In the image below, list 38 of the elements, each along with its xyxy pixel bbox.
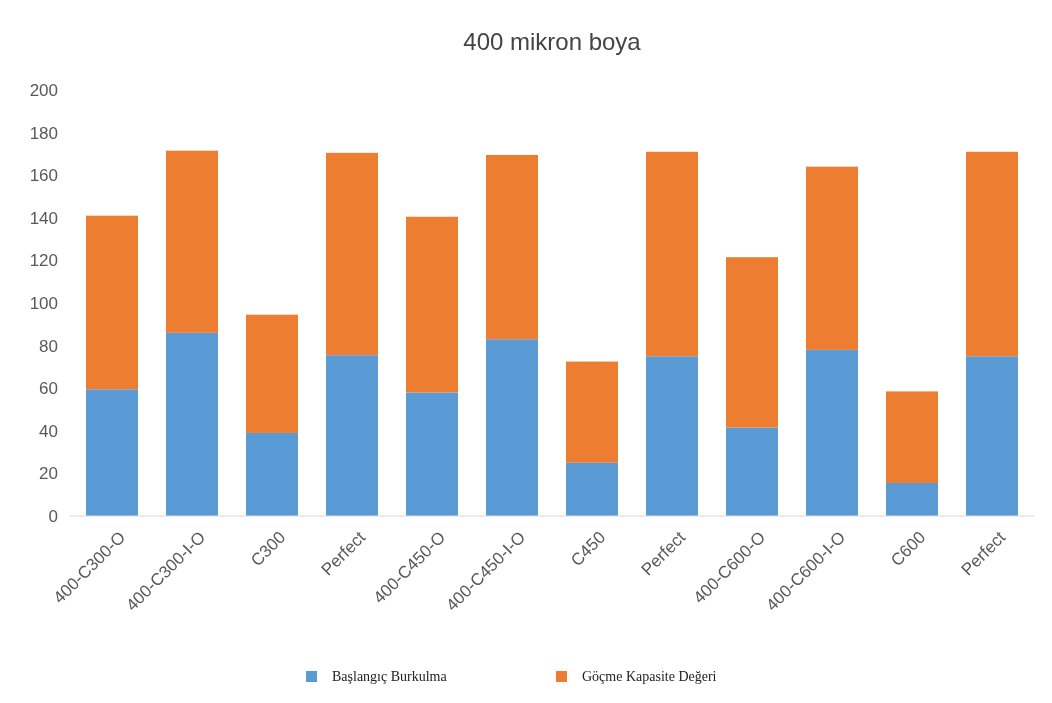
y-tick-label: 0 — [48, 506, 58, 526]
y-tick-label: 160 — [29, 166, 58, 186]
bar — [486, 339, 538, 516]
bar — [406, 392, 458, 516]
bar — [166, 150, 218, 333]
y-tick-label: 40 — [39, 421, 58, 441]
bar — [726, 257, 778, 428]
bar — [326, 355, 378, 516]
bar — [566, 462, 618, 516]
y-tick-label: 20 — [39, 464, 58, 484]
bar — [806, 166, 858, 350]
bar — [246, 432, 298, 516]
bar — [86, 389, 138, 516]
bar — [646, 151, 698, 357]
bar — [326, 152, 378, 356]
bar — [886, 482, 938, 516]
y-tick-label: 180 — [29, 123, 58, 143]
y-tick-label: 140 — [29, 208, 58, 228]
bar — [246, 314, 298, 433]
chart-title: 400 mikron boya — [463, 28, 642, 55]
bar — [646, 356, 698, 516]
bar — [566, 361, 618, 463]
bar — [726, 427, 778, 516]
bar — [486, 154, 538, 340]
bar — [886, 391, 938, 483]
y-tick-label: 80 — [39, 336, 58, 356]
bar — [966, 151, 1018, 357]
bar — [406, 216, 458, 393]
bar — [966, 356, 1018, 516]
legend-label: Göçme Kapasite Değeri — [582, 669, 717, 684]
y-tick-label: 120 — [29, 251, 58, 271]
y-tick-label: 200 — [29, 80, 58, 100]
bar — [166, 332, 218, 516]
y-tick-label: 60 — [39, 379, 58, 399]
bar — [86, 215, 138, 390]
bar — [806, 349, 858, 516]
y-tick-label: 100 — [29, 293, 58, 313]
legend-label: Başlangıç Burkulma — [332, 669, 448, 684]
